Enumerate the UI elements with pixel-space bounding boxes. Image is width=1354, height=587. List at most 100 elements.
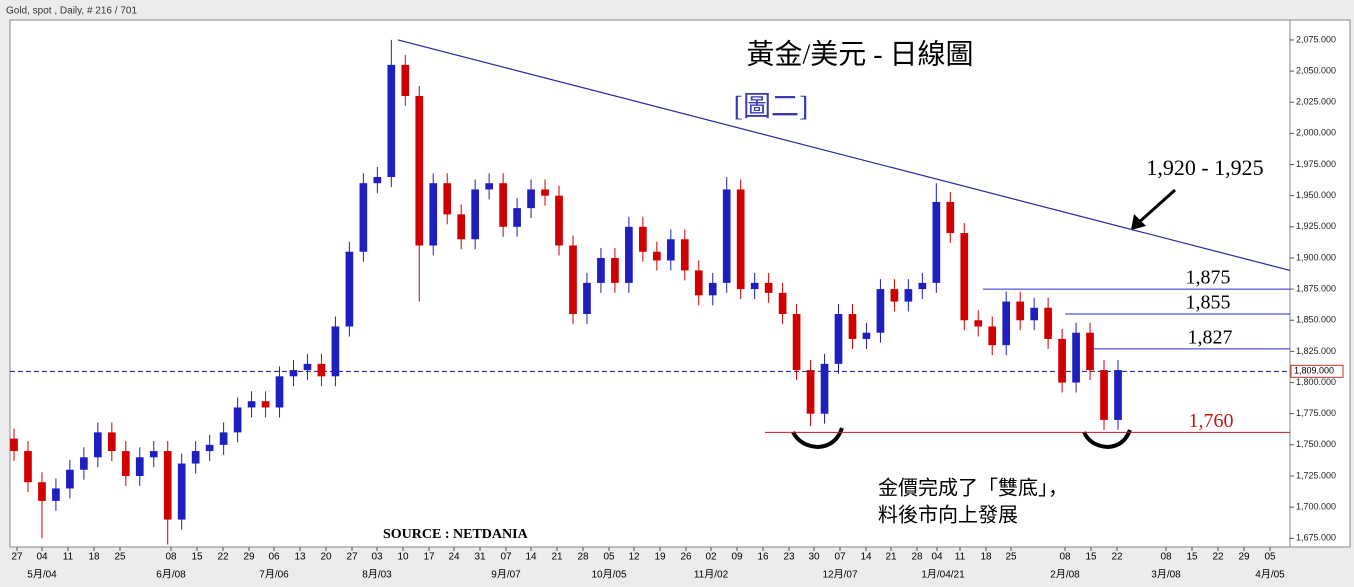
candle-body [373, 176, 382, 184]
y-tick-label: 1,950.000 [1296, 190, 1336, 200]
x-tick-label: 26 [680, 552, 692, 563]
x-tick-label: 22 [1111, 552, 1123, 563]
candle-body [694, 270, 703, 296]
candle-body [345, 251, 354, 327]
candle-body [149, 451, 158, 458]
x-tick-label: 06 [268, 552, 280, 563]
candle-body [303, 363, 312, 371]
y-tick-label: 1,675.000 [1296, 533, 1336, 543]
candle-body [583, 282, 591, 315]
chart-subtitle: [圖二] [734, 91, 809, 122]
month-label: 7月/06 [259, 569, 289, 581]
x-tick-label: 18 [980, 552, 992, 563]
x-tick-label: 22 [217, 552, 229, 563]
y-axis-area [1289, 19, 1351, 548]
candle-body [499, 183, 507, 227]
header: Gold, spot , Daily, # 216 / 701 [6, 6, 137, 17]
x-tick-label: 15 [1186, 552, 1198, 563]
x-tick-label: 21 [885, 552, 897, 563]
candle-body [485, 183, 493, 190]
candle-body [275, 376, 284, 408]
candle-body [261, 401, 270, 408]
candle-body [24, 451, 32, 483]
y-tick-label: 1,775.000 [1296, 408, 1336, 418]
x-tick-label: 15 [1085, 552, 1097, 563]
month-label: 3月/08 [1151, 569, 1181, 581]
candle-body [862, 332, 871, 339]
y-tick-label: 1,825.000 [1296, 346, 1336, 356]
candle-body [205, 444, 214, 452]
level-label: 1,827 [1188, 327, 1233, 349]
candle-body [918, 282, 927, 290]
level-label: 1,855 [1186, 292, 1231, 314]
x-tick-label: 21 [551, 552, 563, 563]
month-label: 4月/05 [1255, 569, 1285, 581]
candle-body [1058, 338, 1066, 383]
x-tick-label: 27 [346, 552, 358, 563]
x-tick-label: 22 [1212, 552, 1224, 563]
source: SOURCE : NETDANIA [383, 527, 529, 542]
month-label: 11月/02 [694, 569, 729, 581]
x-tick-label: 08 [1160, 552, 1172, 563]
x-tick-label: 07 [834, 552, 846, 563]
candle-body [541, 189, 549, 196]
x-tick-label: 04 [931, 552, 943, 563]
candle-body [1016, 301, 1025, 321]
candle-body [38, 482, 46, 501]
x-tick-label: 04 [36, 552, 48, 563]
candle-body [834, 314, 843, 364]
y-tick-label: 1,700.000 [1296, 502, 1336, 512]
y-tick-label: 2,000.000 [1296, 128, 1336, 138]
month-label: 1月/04/21 [921, 569, 965, 581]
candle-body [848, 314, 857, 339]
candle-body [960, 233, 969, 321]
candle-body [988, 326, 997, 346]
candle-body [191, 451, 200, 464]
candle-body [513, 208, 521, 227]
x-tick-label: 02 [705, 552, 717, 563]
y-tick-label: 1,850.000 [1296, 315, 1336, 325]
current-price-label: 1,809.000 [1294, 366, 1334, 376]
x-tick-label: 20 [320, 552, 332, 563]
candle-body [163, 451, 172, 520]
candle-body [233, 407, 242, 433]
arrow [1135, 188, 1177, 226]
trendline [397, 39, 1291, 271]
bottom-arc [791, 427, 844, 450]
note: 料後市向上發展 [878, 504, 1018, 527]
plot-area [9, 19, 1291, 548]
level-label: 1,875 [1186, 267, 1231, 289]
candle-body [778, 292, 787, 315]
candle-body [736, 189, 745, 290]
month-label: 8月/03 [362, 569, 392, 581]
candle-body [177, 463, 186, 520]
x-tick-label: 14 [860, 552, 872, 563]
candle-body [135, 457, 144, 476]
x-tick-label: 29 [243, 552, 255, 563]
candle-body [415, 95, 424, 246]
candle-body [1072, 332, 1080, 383]
level-label: 1,760 [1189, 410, 1234, 432]
candle-body [946, 201, 955, 234]
candle-body [1002, 301, 1011, 346]
candle-body [792, 314, 801, 371]
candle-body [974, 320, 983, 327]
candle-body [625, 226, 633, 283]
candle-body [10, 438, 18, 452]
candle-body [121, 451, 130, 476]
candle-body [820, 363, 829, 414]
candle-body [1114, 370, 1122, 420]
x-tick-label: 16 [757, 552, 769, 563]
candle-body [666, 239, 675, 261]
candle-body [80, 457, 88, 470]
x-tick-label: 27 [11, 552, 23, 563]
candle-body [652, 251, 661, 261]
candle-body [331, 326, 340, 377]
candle-body [764, 282, 773, 293]
y-tick-label: 2,050.000 [1296, 65, 1336, 75]
candle-body [219, 432, 228, 445]
x-tick-label: 09 [731, 552, 743, 563]
x-tick-label: 25 [1005, 552, 1017, 563]
x-tick-label: 12 [628, 552, 640, 563]
candle-body [94, 432, 102, 458]
